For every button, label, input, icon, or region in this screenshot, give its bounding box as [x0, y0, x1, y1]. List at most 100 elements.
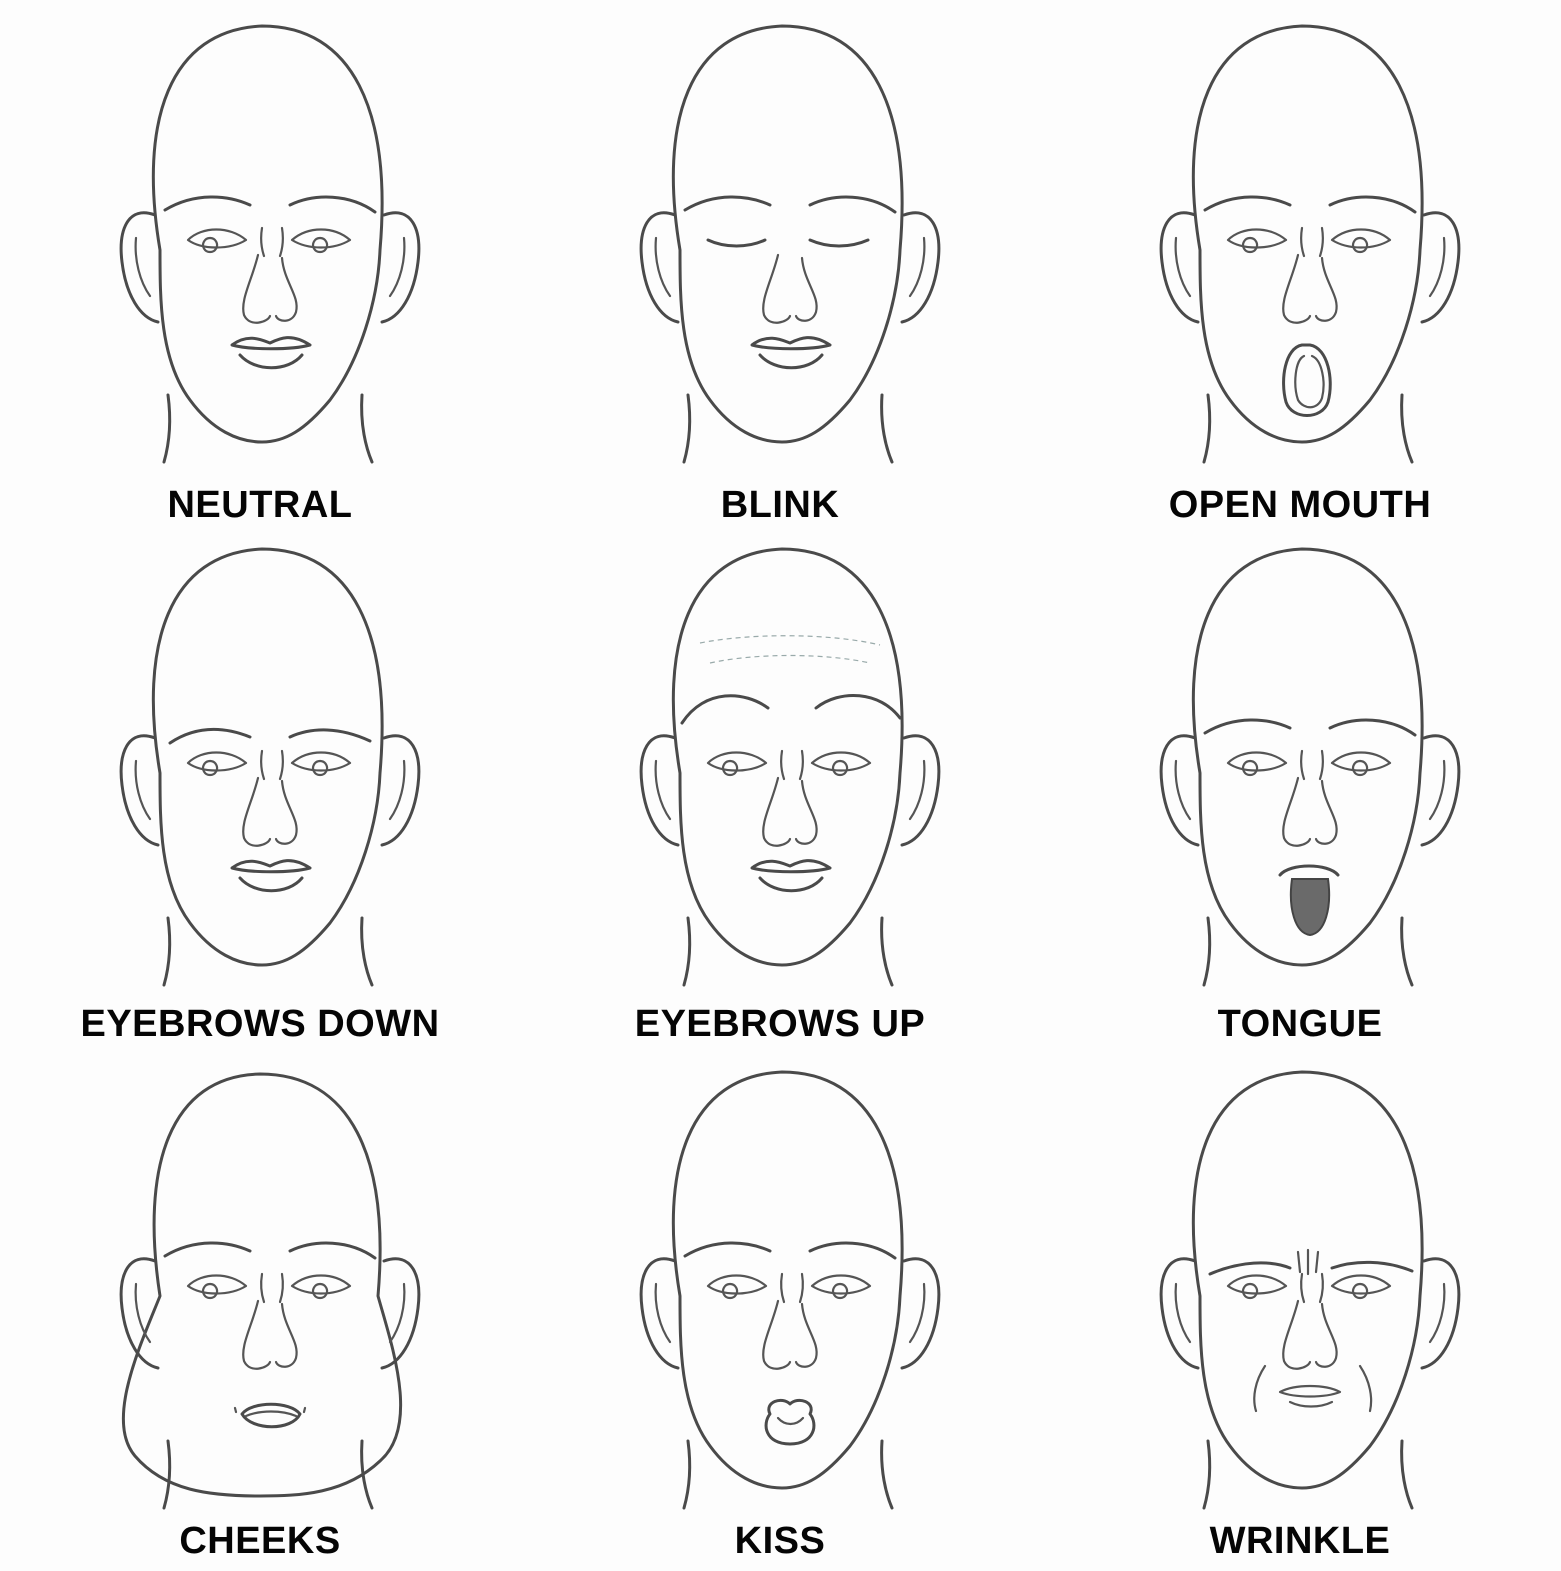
lips: [230, 336, 312, 351]
lips: [750, 336, 832, 351]
head-outline: [1191, 1070, 1424, 1490]
label-neutral: NEUTRAL: [167, 484, 353, 526]
neck-left: [682, 916, 692, 987]
head-outline: [671, 1070, 904, 1490]
neck-left: [162, 916, 172, 987]
left-ear: [119, 734, 160, 847]
neck-right: [880, 916, 894, 987]
right-eyebrow: [288, 195, 377, 214]
face-kiss-drawing: [639, 1070, 941, 1510]
right-ear: [380, 211, 421, 324]
neck-right: [360, 1439, 374, 1510]
neck-right: [1400, 1439, 1414, 1510]
face-wrinkle-drawing: [1159, 1070, 1461, 1510]
right-eye-closed: [808, 238, 870, 248]
head-outline: [151, 24, 384, 444]
right-ear: [900, 211, 941, 324]
right-ear: [1420, 734, 1461, 847]
label-tongue: TONGUE: [1217, 1003, 1383, 1045]
neck-right: [1400, 916, 1414, 987]
face-tongue-drawing: [1159, 547, 1461, 987]
left-ear: [639, 1257, 680, 1370]
nose: [1282, 1299, 1312, 1370]
right-ear: [1420, 211, 1461, 324]
puffed-lips: [240, 1402, 302, 1429]
neck-left: [1202, 916, 1212, 987]
nose: [762, 1299, 792, 1370]
left-eyebrow: [1203, 195, 1292, 212]
left-eyebrow: [683, 195, 772, 212]
nasolabial-lines: [1253, 1364, 1373, 1413]
right-eye: [810, 751, 872, 772]
face-eyebrows-up-drawing: [639, 547, 941, 987]
neck-right: [360, 393, 374, 464]
nose: [762, 253, 792, 324]
right-eyebrow: [808, 1241, 897, 1260]
neck-left: [1202, 1439, 1212, 1510]
head-outline: [1191, 24, 1424, 444]
head-outline: [1191, 547, 1424, 967]
right-eyebrow: [1330, 1260, 1414, 1273]
lips: [230, 859, 312, 874]
left-eyebrow: [1208, 1261, 1292, 1276]
neck-left: [162, 1439, 172, 1510]
neck-right: [1400, 393, 1414, 464]
right-ear: [900, 734, 941, 847]
lower-lip: [238, 876, 304, 893]
left-ear: [1159, 1257, 1200, 1370]
right-eye: [1330, 751, 1392, 772]
nose: [242, 776, 272, 847]
kiss-lips: [764, 1398, 816, 1446]
face-eyebrows-down-drawing: [119, 547, 421, 987]
nose: [242, 253, 272, 324]
face-cheeks-drawing: [119, 1072, 421, 1510]
neck-left: [682, 393, 692, 464]
head-outline: [121, 1072, 403, 1498]
head-outline: [671, 24, 904, 444]
head-outline: [671, 547, 904, 967]
left-eyebrow: [1203, 718, 1292, 735]
left-eyebrow: [680, 694, 770, 725]
panel-eyebrows-up: EYEBROWS UP: [520, 523, 1040, 1046]
right-eyebrow: [288, 728, 372, 743]
panel-neutral: NEUTRAL: [0, 0, 520, 526]
label-open-mouth: OPEN MOUTH: [1168, 484, 1432, 526]
label-cheeks: CHEEKS: [179, 1520, 341, 1562]
right-eyebrow: [288, 1241, 377, 1260]
lips: [750, 859, 832, 874]
nose: [762, 776, 792, 847]
open-mouth: [1282, 343, 1332, 417]
right-eye: [1330, 1274, 1392, 1295]
left-ear: [1159, 211, 1200, 324]
right-eyebrow: [808, 195, 897, 214]
neck-left: [1202, 393, 1212, 464]
panel-kiss: KISS: [520, 1046, 1040, 1569]
left-ear: [639, 211, 680, 324]
panel-eyebrows-down: EYEBROWS DOWN: [0, 523, 520, 1046]
right-eyebrow: [814, 693, 902, 720]
nose: [242, 1299, 272, 1370]
label-kiss: KISS: [734, 1520, 826, 1562]
right-ear: [1420, 1257, 1461, 1370]
nose: [1282, 253, 1312, 324]
neck-left: [682, 1439, 692, 1510]
face-neutral-drawing: [119, 24, 421, 464]
neck-right: [880, 393, 894, 464]
panel-wrinkle: WRINKLE: [1040, 1046, 1560, 1569]
right-eyebrow: [1328, 718, 1417, 737]
label-eyebrows-down: EYEBROWS DOWN: [80, 1003, 440, 1045]
left-eyebrow: [163, 1241, 252, 1258]
left-eye-closed: [706, 238, 767, 248]
right-ear: [380, 1257, 421, 1370]
left-ear: [639, 734, 680, 847]
lower-lip: [758, 876, 824, 893]
face-blink-drawing: [639, 24, 941, 464]
right-eye: [1330, 228, 1392, 249]
neck-right: [360, 916, 374, 987]
panel-blink: BLINK: [520, 0, 1040, 526]
label-eyebrows-up: EYEBROWS UP: [634, 1003, 926, 1045]
left-ear: [1159, 734, 1200, 847]
right-eyebrow: [1328, 195, 1417, 214]
panel-tongue: TONGUE: [1040, 523, 1560, 1046]
